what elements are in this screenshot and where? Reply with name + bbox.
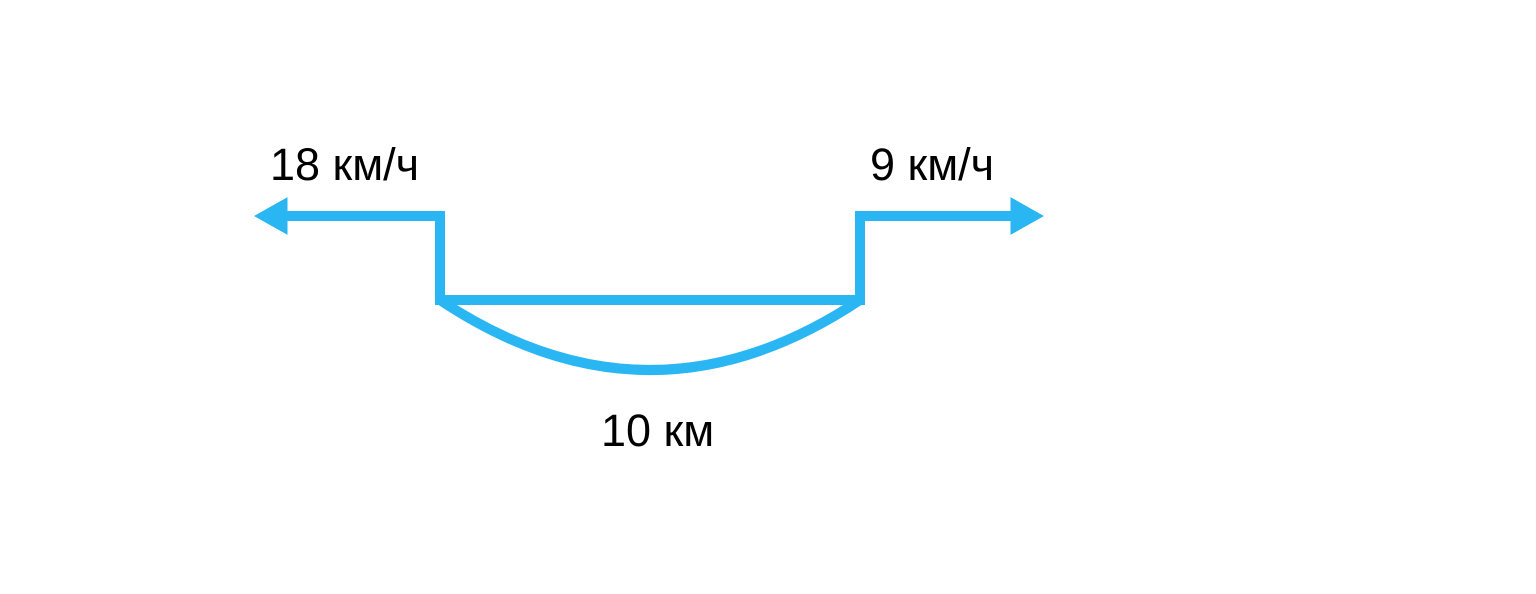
left-speed-label: 18 км/ч	[270, 139, 419, 191]
right-speed-label: 9 км/ч	[870, 139, 994, 191]
distance-label: 10 км	[601, 405, 714, 457]
diagram-svg	[0, 0, 1536, 594]
motion-diagram: 18 км/ч 9 км/ч 10 км	[0, 0, 1536, 594]
